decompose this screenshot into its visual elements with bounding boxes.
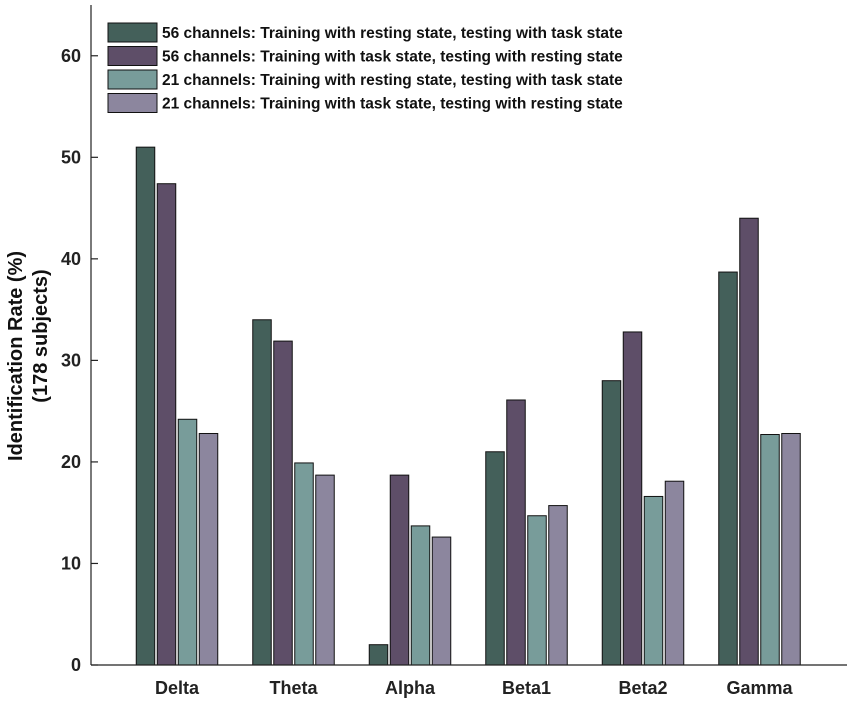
y-ticks-group: 0 10 20 30 40 50 60 xyxy=(61,46,98,675)
y-tick-label: 40 xyxy=(61,249,81,269)
legend-label-3: 21 channels: Training with resting state… xyxy=(162,72,623,89)
axes-group xyxy=(90,5,847,666)
bar-beta2-series-1 xyxy=(601,380,622,666)
bar-gamma-series-2 xyxy=(739,217,759,666)
legend: 56 channels: Training with resting state… xyxy=(107,22,623,113)
legend-swatch-3 xyxy=(107,69,158,90)
legend-label-1: 56 channels: Training with resting state… xyxy=(162,25,623,42)
bar-beta1-series-1 xyxy=(485,451,505,666)
x-tick-label-gamma: Gamma xyxy=(726,678,793,698)
y-axis-label-line-2: (178 subjects) xyxy=(30,269,52,402)
x-tick-label-beta2: Beta2 xyxy=(618,678,667,698)
bar-gamma-series-1 xyxy=(718,271,738,666)
bars-group xyxy=(135,146,801,666)
y-tick-label: 20 xyxy=(61,452,81,472)
bar-theta-series-2 xyxy=(273,340,293,666)
bar-beta2-series-3 xyxy=(643,495,664,666)
bar-gamma-series-3 xyxy=(760,434,780,666)
x-ticks-group: Delta Theta Alpha Beta1 Beta2 Gamma xyxy=(155,678,794,698)
bar-delta-series-4 xyxy=(198,432,219,666)
y-tick-label: 10 xyxy=(61,553,81,573)
bar-beta2-series-2 xyxy=(622,331,643,666)
y-tick-label: 0 xyxy=(71,655,81,675)
y-axis-label-line-1: Identification Rate (%) xyxy=(5,251,27,461)
bar-beta1-series-2 xyxy=(506,399,526,666)
y-tick-label: 50 xyxy=(61,147,81,167)
x-tick-label-theta: Theta xyxy=(269,678,318,698)
legend-label-4: 21 channels: Training with task state, t… xyxy=(162,96,623,113)
bar-delta-series-1 xyxy=(135,146,156,666)
bar-gamma-series-4 xyxy=(781,432,801,666)
y-tick-label: 60 xyxy=(61,46,81,66)
legend-swatch-2 xyxy=(107,46,158,66)
legend-label-2: 56 channels: Training with task state, t… xyxy=(162,49,623,66)
bar-delta-series-3 xyxy=(177,418,198,666)
legend-swatch-1 xyxy=(107,22,158,43)
bar-alpha-series-1 xyxy=(368,644,389,666)
x-tick-label-beta1: Beta1 xyxy=(502,678,551,698)
bar-theta-series-4 xyxy=(315,474,335,666)
bar-beta2-series-4 xyxy=(664,480,685,666)
bar-alpha-series-2 xyxy=(389,474,410,666)
bar-theta-series-3 xyxy=(294,462,314,666)
bar-alpha-series-4 xyxy=(431,536,452,666)
bar-theta-series-1 xyxy=(252,319,272,666)
x-tick-label-delta: Delta xyxy=(155,678,200,698)
bar-delta-series-2 xyxy=(156,183,177,666)
bar-beta1-series-4 xyxy=(548,505,568,666)
bar-alpha-series-3 xyxy=(410,525,431,666)
legend-swatch-4 xyxy=(107,93,158,113)
y-tick-label: 30 xyxy=(61,350,81,370)
x-tick-label-alpha: Alpha xyxy=(385,678,436,698)
bar-beta1-series-3 xyxy=(527,515,547,666)
